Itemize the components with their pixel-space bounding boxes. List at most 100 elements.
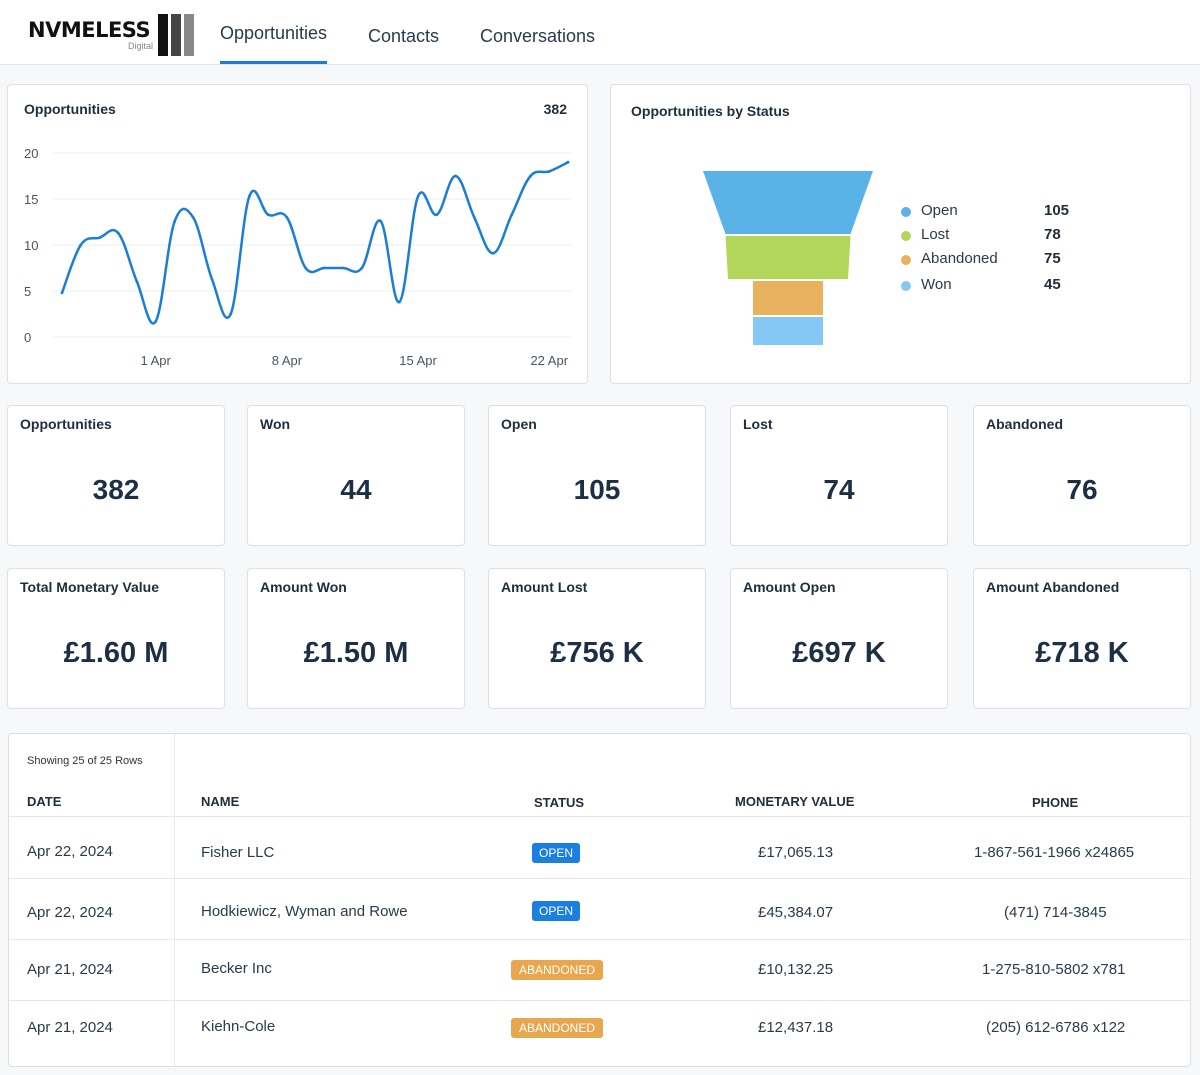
logo-text: NVMELESS: [28, 18, 151, 42]
data-point[interactable]: [510, 213, 514, 217]
data-point[interactable]: [135, 280, 139, 284]
metric-card-total-monetary-value[interactable]: Total Monetary Value £1.60 M: [7, 568, 225, 709]
metric-card-lost[interactable]: Lost 74: [730, 405, 948, 546]
cell-phone: 1-275-810-5802 x781: [982, 961, 1126, 978]
data-point[interactable]: [341, 266, 345, 270]
data-point[interactable]: [285, 216, 289, 219]
metric-title: Amount Abandoned: [986, 579, 1120, 595]
status-badge: OPEN: [532, 901, 580, 921]
data-point[interactable]: [529, 174, 532, 178]
legend-dot-abandoned: [901, 255, 911, 265]
funnel-segment-open[interactable]: [703, 171, 873, 234]
data-point[interactable]: [229, 312, 233, 316]
tab-opportunities[interactable]: Opportunities: [220, 23, 328, 43]
metric-value: 105: [573, 474, 621, 505]
metric-title: Amount Lost: [501, 579, 588, 595]
column-header-name[interactable]: NAME: [201, 794, 240, 809]
data-point[interactable]: [435, 213, 439, 217]
x-tick-label: 8 Apr: [272, 353, 303, 368]
legend-dot-open: [901, 207, 911, 217]
metric-card-amount-open[interactable]: Amount Open £697 K: [730, 568, 948, 709]
data-point[interactable]: [472, 216, 476, 219]
column-header-status[interactable]: STATUS: [534, 795, 585, 810]
data-point[interactable]: [98, 236, 101, 240]
data-point[interactable]: [60, 291, 64, 295]
cell-monetary-value: £10,132.25: [758, 961, 834, 978]
legend-value: 75: [1044, 250, 1061, 267]
cell-phone: (205) 612-6786 x122: [986, 1019, 1126, 1036]
legend-item-open[interactable]: Open 105: [901, 202, 1101, 222]
legend-value: 105: [1044, 202, 1070, 219]
opportunities-table: Showing 25 of 25 Rows DATE NAME STATUS M…: [8, 733, 1191, 1067]
opportunities-by-status-card: Opportunities by Status Open 105 Lost 78…: [610, 84, 1191, 384]
data-point[interactable]: [454, 174, 457, 178]
funnel-segment-abandoned[interactable]: [753, 281, 823, 315]
funnel-segment-won[interactable]: [753, 317, 823, 345]
data-point[interactable]: [79, 243, 83, 247]
data-point[interactable]: [210, 277, 214, 281]
status-badge: ABANDONED: [511, 1018, 603, 1038]
brand-logo[interactable]: NVMELESS Digital: [28, 14, 198, 58]
metric-card-won[interactable]: Won 44: [247, 405, 465, 546]
data-point[interactable]: [116, 231, 120, 235]
series-line[interactable]: [60, 160, 570, 325]
data-point[interactable]: [416, 194, 420, 198]
metric-card-amount-abandoned[interactable]: Amount Abandoned £718 K: [973, 568, 1191, 709]
metric-card-amount-won[interactable]: Amount Won £1.50 M: [247, 568, 465, 709]
data-point[interactable]: [491, 251, 495, 255]
legend-item-won[interactable]: Won 45: [901, 276, 1101, 296]
data-point[interactable]: [379, 219, 382, 223]
y-tick-label: 10: [24, 238, 38, 253]
cell-monetary-value: £45,384.07: [758, 904, 834, 921]
legend-label: Open: [921, 202, 958, 219]
metric-card-open[interactable]: Open 105: [488, 405, 706, 546]
data-point[interactable]: [304, 266, 308, 270]
data-point[interactable]: [360, 266, 364, 270]
legend-label: Abandoned: [921, 250, 998, 267]
data-point[interactable]: [173, 220, 176, 224]
legend-item-lost[interactable]: Lost 78: [901, 226, 1101, 246]
metric-title: Abandoned: [986, 416, 1063, 432]
column-header-monetary-value[interactable]: MONETARY VALUE: [735, 794, 855, 809]
status-badge: OPEN: [532, 843, 580, 863]
row-divider: [9, 816, 1190, 817]
funnel-segment-lost[interactable]: [725, 236, 851, 279]
metric-value: 76: [1066, 474, 1098, 505]
tab-contacts[interactable]: Contacts: [368, 26, 440, 46]
legend-value: 45: [1044, 276, 1061, 293]
y-tick-label: 5: [24, 284, 31, 299]
data-point[interactable]: [547, 170, 551, 173]
metric-card-abandoned[interactable]: Abandoned 76: [973, 405, 1191, 546]
data-point[interactable]: [322, 266, 326, 270]
metric-value: £1.60 M: [63, 637, 169, 669]
cell-date: Apr 22, 2024: [27, 904, 113, 921]
data-point[interactable]: [266, 213, 270, 217]
data-point[interactable]: [397, 300, 401, 304]
x-tick-label: 1 Apr: [141, 353, 172, 368]
row-divider: [9, 939, 1190, 940]
data-point[interactable]: [191, 216, 195, 219]
data-point[interactable]: [154, 319, 158, 323]
cell-date: Apr 21, 2024: [27, 961, 113, 978]
cell-monetary-value: £17,065.13: [758, 844, 834, 861]
logo-subtitle: Digital: [128, 41, 154, 51]
legend-label: Won: [921, 276, 952, 293]
tab-conversations[interactable]: Conversations: [480, 26, 596, 46]
metric-card-opportunities[interactable]: Opportunities 382: [7, 405, 225, 546]
status-funnel-chart[interactable]: [611, 85, 1192, 385]
row-divider: [9, 1000, 1190, 1001]
metric-title: Amount Won: [260, 579, 347, 595]
column-header-phone[interactable]: PHONE: [1032, 795, 1079, 810]
data-point[interactable]: [248, 194, 251, 198]
metric-value: 44: [340, 474, 372, 505]
column-header-date[interactable]: DATE: [27, 794, 62, 809]
opportunities-line-chart[interactable]: 20 15 10 5 0 1 Apr 8 Apr 15 Apr 22 Apr: [8, 85, 589, 385]
metric-value: £1.50 M: [303, 637, 409, 669]
legend-item-abandoned[interactable]: Abandoned 75: [901, 250, 1101, 270]
metric-title: Won: [260, 416, 291, 432]
row-divider: [9, 878, 1190, 879]
metric-card-amount-lost[interactable]: Amount Lost £756 K: [488, 568, 706, 709]
data-point[interactable]: [566, 160, 570, 164]
metric-value: 74: [823, 474, 855, 505]
metric-value: £756 K: [550, 637, 644, 669]
